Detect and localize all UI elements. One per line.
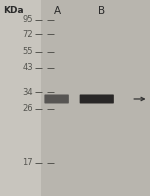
Text: A: A	[53, 6, 61, 16]
Bar	[40, 0, 150, 196]
Text: 17: 17	[22, 158, 33, 167]
Text: 26: 26	[22, 104, 33, 113]
Text: 34: 34	[22, 88, 33, 97]
Text: B: B	[98, 6, 106, 16]
Text: 43: 43	[22, 63, 33, 72]
Text: 55: 55	[22, 47, 33, 56]
FancyBboxPatch shape	[80, 94, 114, 103]
FancyBboxPatch shape	[44, 94, 69, 103]
Text: 95: 95	[22, 15, 33, 24]
Text: 72: 72	[22, 30, 33, 39]
Text: KDa: KDa	[3, 6, 24, 15]
